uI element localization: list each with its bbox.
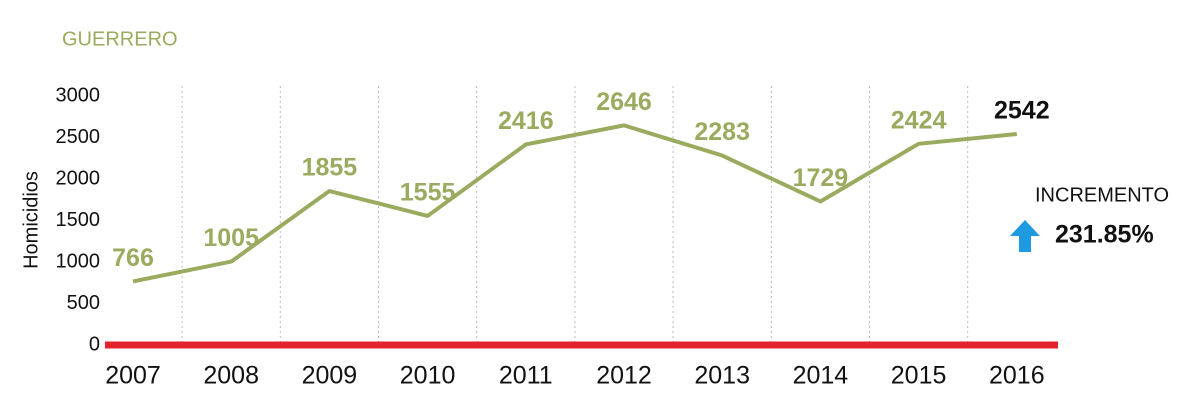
- y-axis-label: Homicidios: [20, 171, 42, 269]
- data-label: 2416: [498, 107, 554, 135]
- y-tick-label: 500: [67, 292, 100, 314]
- x-tick-label: 2015: [891, 362, 947, 390]
- data-label: 2283: [694, 118, 750, 146]
- data-label: 1855: [302, 154, 358, 182]
- x-tick-label: 2010: [400, 362, 456, 390]
- annotation-value: 231.85%: [1055, 221, 1154, 249]
- data-label: 1729: [793, 164, 849, 192]
- x-tick-label: 2009: [302, 362, 358, 390]
- data-label: 2424: [891, 106, 947, 134]
- data-label: 2646: [596, 88, 652, 116]
- y-tick-label: 2500: [56, 126, 101, 148]
- increase-arrow: [1010, 220, 1040, 252]
- y-tick-label: 3000: [56, 84, 101, 106]
- data-label: 2542: [994, 97, 1050, 125]
- x-tick-label: 2007: [105, 362, 161, 390]
- y-tick-label: 2000: [56, 167, 101, 189]
- x-tick-label: 2011: [499, 362, 553, 390]
- y-tick-label: 0: [89, 333, 100, 355]
- data-label: 766: [112, 244, 154, 272]
- x-tick-label: 2012: [596, 362, 652, 390]
- y-tick-label: 1500: [56, 209, 101, 231]
- annotation-label: INCREMENTO: [1035, 184, 1169, 206]
- data-label: 1555: [400, 179, 456, 207]
- x-tick-label: 2013: [694, 362, 750, 390]
- chart-title: GUERRERO: [62, 28, 178, 50]
- x-tick-label: 2008: [203, 362, 259, 390]
- x-tick-label: 2014: [793, 362, 849, 390]
- x-tick-label: 2016: [989, 362, 1045, 390]
- data-label: 1005: [203, 224, 259, 252]
- line: [132, 123, 1017, 284]
- y-tick-label: 1000: [56, 250, 101, 272]
